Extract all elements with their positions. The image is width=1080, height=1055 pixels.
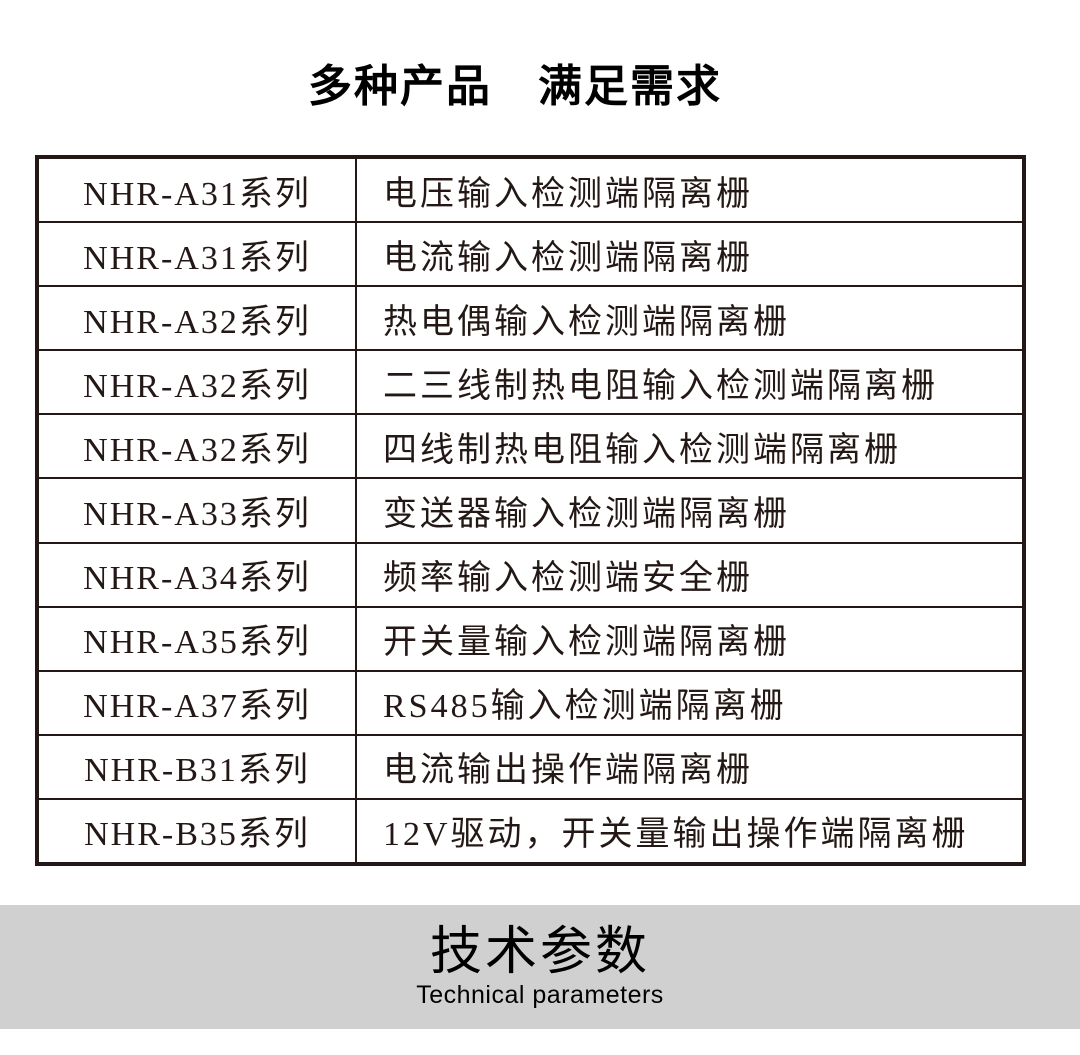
- series-cell: NHR-A32系列: [83, 303, 311, 341]
- table-row: NHR-A31系列 电流输入检测端隔离栅: [39, 221, 1022, 286]
- table-row: NHR-A31系列 电压输入检测端隔离栅: [39, 159, 1022, 222]
- series-cell: NHR-A32系列: [83, 431, 311, 469]
- description-cell: RS485输入检测端隔离栅: [355, 671, 1022, 734]
- description-cell: 电流输出操作端隔离栅: [355, 735, 1022, 798]
- product-series-table: NHR-A31系列 电压输入检测端隔离栅 NHR-A31系列 电流输入检测端隔离栅 NH…: [35, 155, 1026, 866]
- series-cell: NHR-B35系列: [84, 816, 310, 854]
- table-row: NHR-A32系列 热电偶输入检测端隔离栅: [39, 285, 1022, 350]
- banner-title: 技术参数: [429, 923, 650, 982]
- table-row: NHR-B31系列 电流输出操作端隔离栅: [39, 733, 1022, 798]
- description-cell: 二三线制热电阻输入检测端隔离栅: [355, 351, 1022, 414]
- description-cell: 热电偶输入检测端隔离栅: [355, 287, 1022, 350]
- table-row: NHR-A34系列 频率输入检测端安全栅: [39, 541, 1022, 606]
- series-cell: NHR-A37系列: [83, 688, 311, 726]
- series-cell: NHR-A31系列: [83, 175, 311, 213]
- page-title: 多种产品 满足需求: [308, 62, 722, 111]
- table-row: NHR-B35系列 12V驱动，开关量输出操作端隔离栅: [39, 797, 1022, 863]
- series-cell: NHR-A34系列: [83, 560, 311, 598]
- description-cell: 变送器输入检测端隔离栅: [355, 479, 1022, 542]
- table-row: NHR-A32系列 四线制热电阻输入检测端隔离栅: [39, 413, 1022, 478]
- description-cell: 12V驱动，开关量输出操作端隔离栅: [355, 799, 1022, 863]
- series-cell: NHR-A32系列: [83, 367, 311, 405]
- table-row: NHR-A35系列 开关量输入检测端隔离栅: [39, 605, 1022, 670]
- banner-subtitle: Technical parameters: [416, 981, 664, 1010]
- description-cell: 频率输入检测端安全栅: [355, 543, 1022, 606]
- description-cell: 电压输入检测端隔离栅: [355, 159, 1022, 222]
- series-cell: NHR-A31系列: [83, 239, 311, 277]
- description-cell: 四线制热电阻输入检测端隔离栅: [355, 415, 1022, 478]
- table-row: NHR-A37系列 RS485输入检测端隔离栅: [39, 669, 1022, 734]
- table-row: NHR-A32系列 二三线制热电阻输入检测端隔离栅: [39, 349, 1022, 414]
- technical-parameters-banner: 技术参数 Technical parameters: [0, 905, 1080, 1029]
- series-cell: NHR-A33系列: [83, 496, 311, 534]
- description-cell: 电流输入检测端隔离栅: [355, 223, 1022, 286]
- table-row: NHR-A33系列 变送器输入检测端隔离栅: [39, 477, 1022, 542]
- description-cell: 开关量输入检测端隔离栅: [355, 607, 1022, 670]
- series-cell: NHR-A35系列: [83, 624, 311, 662]
- series-cell: NHR-B31系列: [84, 752, 310, 790]
